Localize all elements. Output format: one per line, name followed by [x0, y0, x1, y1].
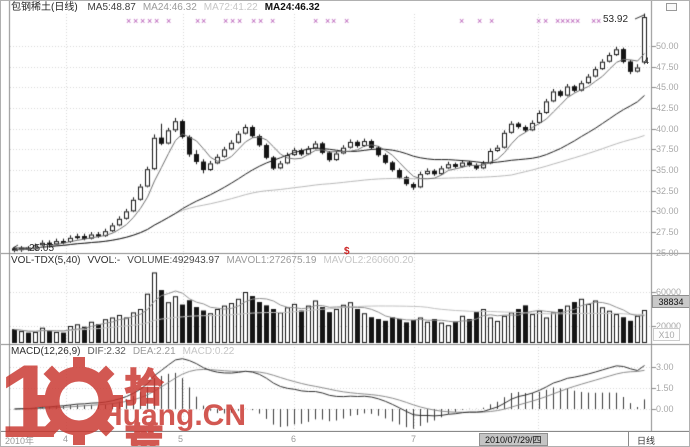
- axis-tick-label: 32.50: [656, 185, 679, 196]
- period-label[interactable]: 日线: [637, 436, 656, 446]
- ma24-value: MA24:46.32: [142, 2, 197, 13]
- stock-title: 包钢稀土(日线): [11, 2, 78, 13]
- axis-tick-label: 25.00: [656, 247, 679, 258]
- macd-header: MACD(12,26,9) DIF:2.32 DEA:2.21 MACD:0.22: [11, 346, 241, 357]
- month-label: 6: [291, 434, 297, 444]
- axis-tick-label: 35.00: [656, 165, 679, 176]
- axis-tick-label: 0.00: [656, 404, 674, 414]
- volume-header: VOL-TDX(5,40) VVOL:- VOLUME:492943.97 MAVOL…: [11, 255, 420, 266]
- mavol2-value: MAVOL2:260600.20: [323, 255, 414, 266]
- dea-value: DEA:2.21: [132, 346, 176, 357]
- month-label: 7: [411, 434, 417, 444]
- vvol-value: VVOL:-: [87, 255, 121, 266]
- axis-tick-label: 40.00: [656, 123, 679, 134]
- axis-tick-label: 50.00: [656, 41, 679, 51]
- mavol1-value: MAVOL1:272675.19: [226, 255, 317, 266]
- axis-tick-label: 47.50: [656, 61, 679, 72]
- ma72-value: MA72:41.22: [203, 2, 258, 13]
- volume-value: VOLUME:492943.97: [127, 255, 220, 266]
- axis-tick-label: 3.00: [656, 362, 674, 372]
- selected-date-box[interactable]: 2010/07/29/四: [479, 433, 548, 446]
- ma5-value: MA5:48.87: [87, 2, 136, 13]
- high-price-label: 53.92: [603, 14, 629, 25]
- volume-multiplier-badge: X10: [653, 328, 680, 341]
- dividend-marker: $: [344, 246, 350, 257]
- axis-tick-label: 45.00: [656, 82, 679, 93]
- axis-tick-label: 20000: [656, 321, 682, 331]
- macd-value: MACD:0.22: [182, 346, 235, 357]
- vol-indicator-name: VOL-TDX(5,40): [11, 255, 81, 266]
- axis-tick-label: 60000: [656, 287, 682, 297]
- ma24b-value: MA24:46.32: [264, 2, 320, 13]
- main-chart-header: 包钢稀土(日线) MA5:48.87 MA24:46.32 MA72:41.22 MA…: [11, 2, 327, 13]
- axis-tick-label: 42.50: [656, 103, 679, 113]
- period-cell: 日线: [628, 431, 689, 446]
- dif-value: DIF:2.32: [87, 346, 126, 357]
- bottom-status-bar: [1, 431, 689, 446]
- axis-tick-label: 37.50: [656, 144, 679, 155]
- axis-tick-label: 1.50: [656, 383, 674, 393]
- month-label: 5: [178, 434, 184, 444]
- current-volume-badge: 38834: [652, 295, 689, 308]
- restore-box-icon[interactable]: [666, 3, 677, 11]
- macd-indicator-name: MACD(12,26,9): [11, 346, 81, 357]
- axis-tick-label: 30.00: [656, 206, 679, 217]
- year-label: 2010年: [5, 436, 35, 446]
- count-annotation: 4: [644, 56, 650, 66]
- month-label: 4: [63, 434, 69, 444]
- low-price-label: 25.05: [29, 243, 55, 254]
- axis-tick-label: 27.50: [656, 227, 679, 238]
